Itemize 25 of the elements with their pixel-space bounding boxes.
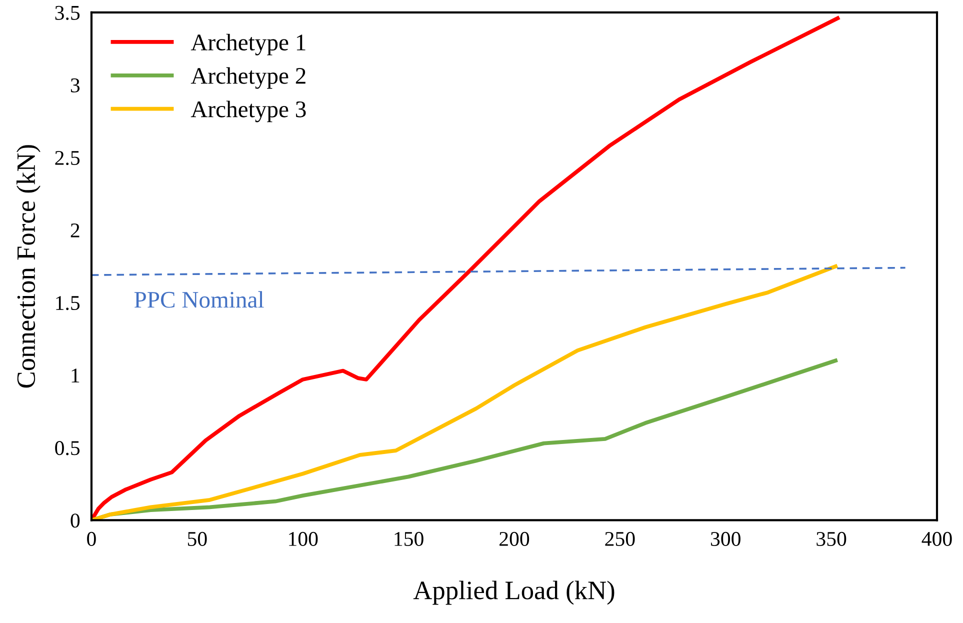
- annotation: PPC Nominal: [134, 291, 264, 308]
- x-tick-label: 100: [289, 532, 318, 546]
- y-tick-label: 3: [70, 78, 80, 92]
- legend-label: Archetype 3: [190, 100, 306, 122]
- x-axis-title: Applied Load (kN): [413, 580, 614, 605]
- legend-label: Archetype 1: [190, 34, 306, 56]
- y-tick-label: 2.5: [55, 150, 80, 166]
- y-tick-label: 0: [70, 514, 80, 528]
- y-tick-label: 1: [72, 368, 80, 382]
- y-tick-label: 3.5: [55, 6, 80, 20]
- legend-label: Archetype 2: [190, 67, 306, 89]
- x-tick-label: 200: [500, 532, 530, 546]
- line-series: [91, 264, 838, 520]
- x-tick-label: 0: [87, 532, 96, 546]
- x-tick-label: 150: [394, 532, 424, 546]
- x-tick-label: 250: [605, 532, 635, 546]
- y-tick-label: 1.5: [56, 296, 80, 310]
- x-tick-label: 50: [188, 532, 207, 546]
- y-tick-label: 2: [70, 224, 80, 238]
- y-tick-label: 0.5: [55, 441, 80, 456]
- x-tick-label: 350: [816, 532, 846, 546]
- x-tick-label: 400: [922, 532, 952, 546]
- line-series: [91, 16, 840, 520]
- y-axis-title: Connection Force (kN): [16, 145, 40, 388]
- x-tick-label: 300: [710, 532, 740, 546]
